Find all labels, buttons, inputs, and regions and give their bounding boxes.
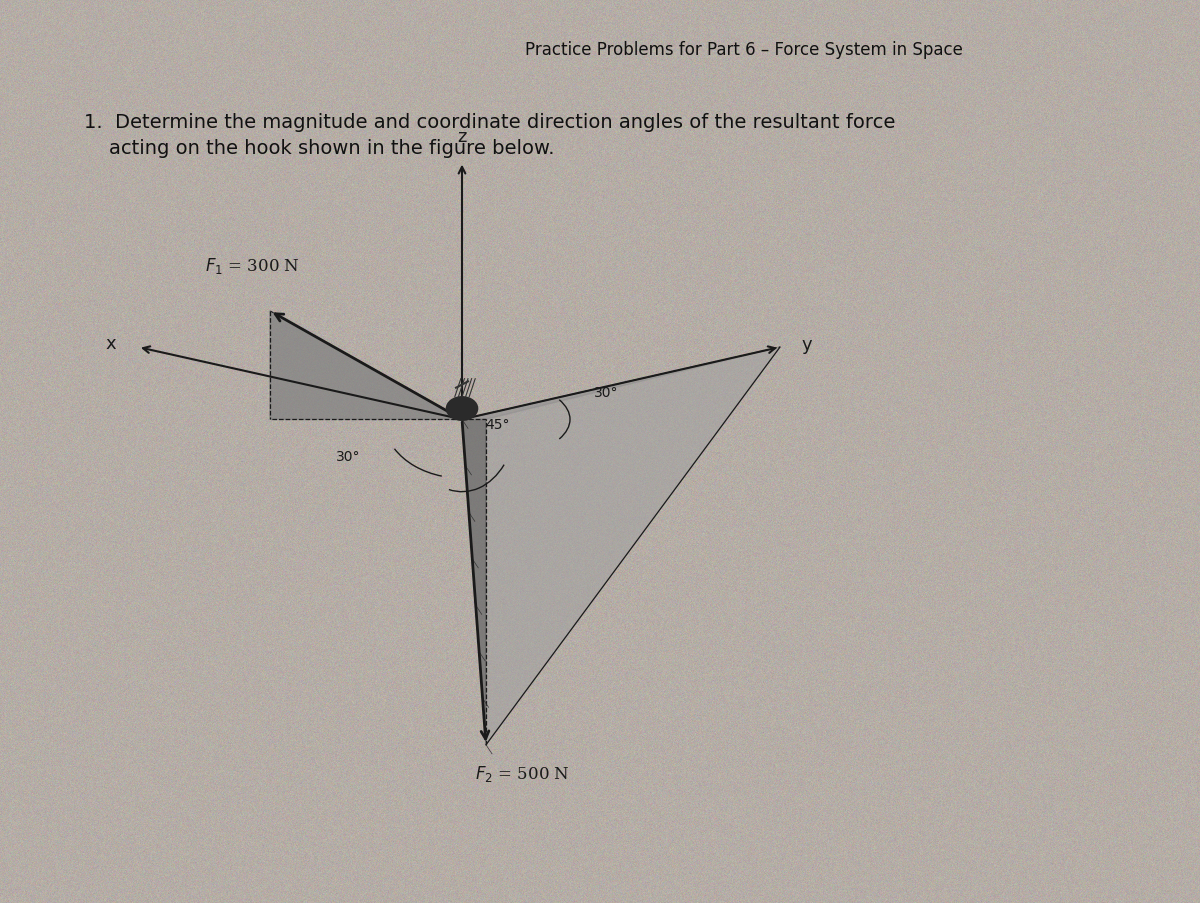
Text: 30°: 30° bbox=[594, 386, 618, 400]
Polygon shape bbox=[462, 420, 486, 745]
Circle shape bbox=[446, 397, 478, 421]
Text: 45°: 45° bbox=[486, 417, 510, 432]
Text: 30°: 30° bbox=[336, 449, 360, 463]
Text: $F_2$ = 500 N: $F_2$ = 500 N bbox=[474, 763, 570, 783]
Polygon shape bbox=[270, 312, 462, 420]
Text: z: z bbox=[457, 128, 467, 146]
Text: $F_1$ = 300 N: $F_1$ = 300 N bbox=[204, 256, 300, 275]
Polygon shape bbox=[270, 312, 462, 420]
Text: x: x bbox=[106, 334, 116, 352]
Text: Practice Problems for Part 6 – Force System in Space: Practice Problems for Part 6 – Force Sys… bbox=[526, 41, 962, 59]
Text: y: y bbox=[802, 336, 812, 354]
Text: 1.  Determine the magnitude and coordinate direction angles of the resultant for: 1. Determine the magnitude and coordinat… bbox=[84, 113, 895, 158]
Polygon shape bbox=[462, 348, 780, 745]
Polygon shape bbox=[462, 348, 780, 420]
